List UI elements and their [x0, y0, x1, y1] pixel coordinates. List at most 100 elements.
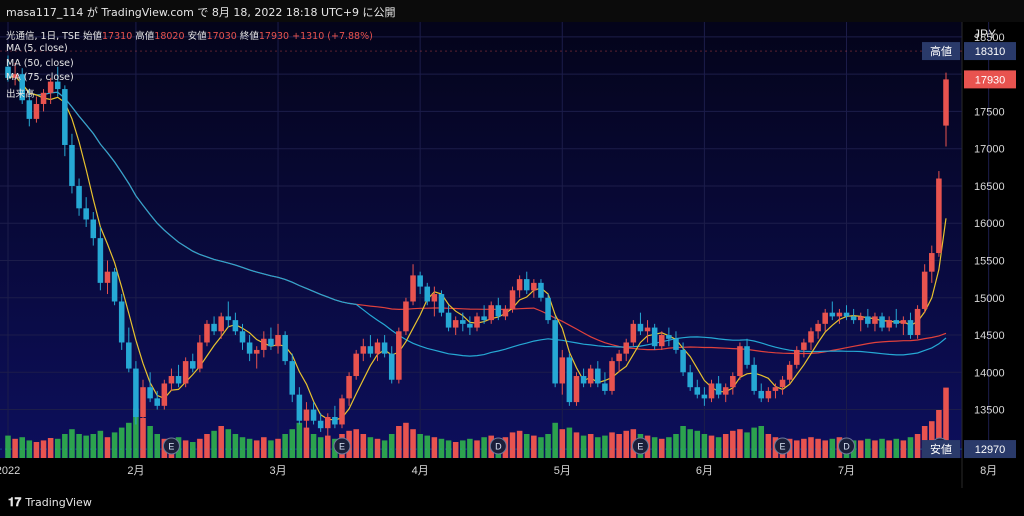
event-badge	[489, 437, 507, 455]
tradingview-logo[interactable]: 𝟏𝟕 TradingView	[8, 495, 92, 510]
candle-body	[317, 420, 324, 429]
candle-body	[623, 342, 629, 354]
volume-bar	[516, 430, 523, 458]
candle-body	[914, 308, 921, 336]
price-tick-label: 17500	[974, 106, 1005, 118]
candle-body	[54, 81, 61, 90]
legend-ma75[interactable]: MA (75, close)	[6, 72, 74, 83]
legend-ma50[interactable]: MA (50, close)	[6, 58, 74, 69]
volume-bar	[829, 438, 836, 458]
candle-body	[893, 320, 900, 324]
volume-bar	[218, 426, 224, 458]
event-marker[interactable]: D	[489, 437, 507, 455]
price-chart[interactable]: JPY 13500 14000 14500 15000 15500 16000 16500 1…	[0, 22, 1024, 488]
volume-bar	[907, 437, 914, 458]
high-label-text: 高値	[930, 44, 952, 58]
volume-bar	[126, 422, 132, 458]
volume-bar	[33, 442, 40, 458]
volume-bar	[658, 438, 665, 458]
candle-body	[204, 323, 210, 343]
event-label: E	[637, 442, 643, 452]
volume-bar	[118, 427, 125, 458]
candle-body	[168, 376, 175, 384]
candle-body	[76, 185, 82, 209]
time-tick-label: 7月	[838, 465, 855, 477]
candle-body	[694, 387, 701, 395]
volume-bar	[730, 430, 736, 458]
high-value: 18020	[154, 31, 185, 42]
candle-body	[97, 238, 104, 283]
event-marker[interactable]: D	[838, 437, 856, 455]
volume-bar	[310, 434, 317, 458]
candle-body	[794, 349, 800, 365]
candle-body	[737, 346, 743, 377]
volume-bar	[666, 437, 672, 458]
volume-bar	[282, 434, 288, 458]
volume-bar	[19, 437, 25, 458]
volume-bar	[701, 434, 708, 458]
candle-body	[296, 394, 303, 421]
event-label: E	[339, 442, 345, 452]
open-value: 17310	[102, 31, 133, 42]
candle-body	[225, 316, 232, 321]
candle-body	[332, 417, 338, 425]
volume-bar	[616, 434, 622, 458]
candle-body	[936, 178, 942, 254]
candle-body	[744, 346, 750, 365]
candle-body	[140, 387, 146, 418]
candle-body	[83, 208, 89, 220]
volume-bar	[381, 440, 388, 458]
volume-bar	[232, 434, 239, 458]
candle-body	[396, 331, 402, 380]
volume-bar	[325, 435, 331, 458]
candle-body	[303, 409, 310, 421]
volume-bar	[609, 432, 615, 458]
candle-body	[722, 387, 729, 395]
candle-body	[481, 316, 487, 321]
high-label: 高値	[135, 31, 155, 42]
candle-body	[90, 219, 97, 239]
publish-bar: masa117_114 が TradingView.com で 8月 18, 2…	[0, 0, 1024, 22]
volume-bar	[147, 426, 153, 458]
volume-bar	[246, 438, 253, 458]
volume-bar	[651, 437, 658, 458]
price-tick-label: 16000	[974, 218, 1005, 230]
event-badge	[162, 437, 180, 455]
volume-bar	[410, 429, 416, 458]
low-price-text: 12970	[975, 444, 1006, 456]
candle-body	[758, 390, 765, 399]
volume-bar	[424, 435, 431, 458]
volume-bar	[431, 437, 438, 458]
legend-volume[interactable]: 出来高	[6, 89, 35, 100]
candle-body	[289, 361, 296, 395]
event-badge	[333, 437, 351, 455]
volume-bar	[687, 429, 693, 458]
volume-bar	[303, 427, 310, 458]
candle-body	[33, 103, 40, 119]
open-label: 始値	[83, 31, 103, 42]
legend-ma5[interactable]: MA (5, close)	[6, 43, 68, 54]
volume-bar	[552, 422, 558, 458]
candle-body	[637, 323, 644, 332]
volume-bar	[452, 442, 459, 458]
volume-bar	[929, 421, 935, 458]
candle-body	[12, 74, 18, 78]
volume-bar	[595, 437, 601, 458]
event-marker[interactable]: E	[631, 437, 649, 455]
candle-body	[801, 342, 807, 350]
candle-body	[5, 66, 11, 78]
volume-bar	[893, 438, 900, 458]
volume-bar	[808, 437, 814, 458]
event-marker[interactable]: E	[162, 437, 180, 455]
event-marker[interactable]: E	[333, 437, 351, 455]
event-marker[interactable]: E	[774, 437, 792, 455]
candle-body	[886, 320, 892, 328]
chart-background	[0, 22, 962, 458]
volume-bar	[523, 434, 530, 458]
volume-bar	[481, 437, 487, 458]
volume-bar	[275, 438, 281, 458]
volume-bar	[936, 410, 942, 458]
candle-body	[609, 361, 615, 391]
price-tick-label: 16500	[974, 181, 1005, 193]
volume-bar	[744, 432, 750, 458]
